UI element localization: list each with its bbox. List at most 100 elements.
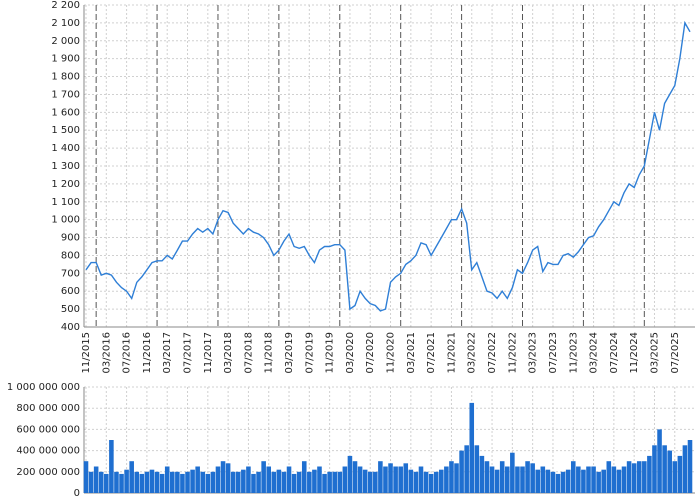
volume-bar <box>444 466 449 493</box>
volume-bar <box>256 471 261 493</box>
volume-bar <box>342 466 348 493</box>
volume-bar <box>626 461 632 493</box>
y-tick-label: 1 000 <box>51 215 80 226</box>
x-tick-label: 03/2021 <box>406 332 417 374</box>
volume-bar <box>525 461 530 493</box>
x-tick-label: 07/2024 <box>609 332 620 374</box>
volume-bar <box>200 471 206 493</box>
volume-bar <box>499 461 505 493</box>
volume-bar <box>225 463 231 493</box>
volume-bar <box>235 471 241 493</box>
volume-bar <box>642 461 647 493</box>
volume-bar <box>98 471 104 493</box>
y-tick-label: 1 200 <box>51 179 80 190</box>
volume-bar <box>159 473 165 493</box>
y-tick-label: 900 <box>61 233 80 244</box>
volume-bar <box>241 469 246 493</box>
volume-bar <box>469 402 475 493</box>
y-tick-label: 2 200 <box>51 0 80 11</box>
y-tick-label: 1 100 <box>51 197 80 208</box>
volume-bar <box>205 473 211 493</box>
volume-bar <box>180 473 185 493</box>
volume-bar <box>301 461 307 493</box>
volume-bar <box>170 471 175 493</box>
volume-bar <box>530 463 535 493</box>
volume-bar <box>647 455 652 493</box>
volume-bar <box>215 466 221 493</box>
volume-bar <box>144 471 150 493</box>
y-tick-label: 200 000 000 <box>16 467 80 478</box>
y-tick-label: 1 000 000 000 <box>7 382 80 393</box>
y-tick-label: 1 900 <box>51 54 80 65</box>
volume-bar <box>474 445 480 493</box>
volume-bar <box>570 461 576 493</box>
volume-bar <box>560 471 566 493</box>
y-tick-label: 1 700 <box>51 89 80 100</box>
volume-bar <box>246 466 251 493</box>
volume-bar <box>616 469 622 493</box>
x-tick-label: 07/2019 <box>304 332 315 374</box>
volume-bar <box>652 445 657 493</box>
volume-bar <box>322 473 327 493</box>
volume-bar <box>479 455 485 493</box>
volume-bar <box>296 471 302 493</box>
price-line <box>85 20 691 312</box>
volume-bar <box>398 466 403 493</box>
volume-bar <box>373 471 378 493</box>
volume-bar <box>367 471 373 493</box>
volume-bar <box>520 466 525 493</box>
volume-bar <box>332 471 337 493</box>
volume-bar <box>164 466 170 493</box>
volume-bar <box>449 461 454 493</box>
volume-bar <box>307 471 312 493</box>
y-tick-label: 2 100 <box>51 18 80 29</box>
volume-bar <box>433 471 439 493</box>
y-tick-label: 400 000 000 <box>16 446 80 457</box>
volume-bar <box>154 471 160 493</box>
y-tick-label: 1 300 <box>51 161 80 172</box>
volume-bar <box>540 466 546 493</box>
volume-bar <box>596 471 601 493</box>
volume-bar <box>114 471 119 493</box>
volume-bar <box>362 469 368 493</box>
volume-bar <box>271 471 277 493</box>
volume-bar <box>586 466 591 493</box>
volume-bar <box>621 466 627 493</box>
volume-bar <box>134 471 140 493</box>
volume-bar <box>317 466 322 493</box>
volume-bar <box>565 469 571 493</box>
volume-bar <box>510 452 515 493</box>
x-tick-label: 11/2019 <box>325 332 336 374</box>
volume-bar <box>347 455 353 493</box>
y-tick-label: 800 000 000 <box>16 403 80 414</box>
x-tick-label: 03/2018 <box>223 332 234 374</box>
y-tick-label: 400 <box>61 322 80 333</box>
x-tick-label: 11/2022 <box>507 332 518 374</box>
volume-bar <box>230 471 236 493</box>
volume-bar <box>418 466 424 493</box>
volume-bar <box>667 450 672 493</box>
x-tick-label: 03/2020 <box>345 332 356 374</box>
volume-bar <box>677 455 683 493</box>
volume-bar <box>291 473 297 493</box>
volume-bar <box>408 469 414 493</box>
x-tick-label: 11/2021 <box>446 332 457 374</box>
volume-bar <box>337 471 343 493</box>
volume-bar <box>489 466 495 493</box>
volume-bar <box>545 469 551 493</box>
volume-bar <box>662 445 667 493</box>
x-tick-label: 03/2017 <box>162 332 173 374</box>
volume-bar <box>611 466 617 493</box>
x-tick-label: 07/2025 <box>670 332 681 374</box>
volume-bar <box>109 440 114 493</box>
x-tick-label: 07/2016 <box>122 332 133 374</box>
x-tick-label: 07/2018 <box>243 332 254 374</box>
volume-bar <box>327 471 332 493</box>
volume-bar <box>672 461 678 493</box>
volume-bar <box>631 463 637 493</box>
volume-bar <box>464 445 469 493</box>
y-tick-label: 600 000 000 <box>16 424 80 435</box>
volume-bar <box>591 466 596 493</box>
volume-bar <box>423 471 429 493</box>
